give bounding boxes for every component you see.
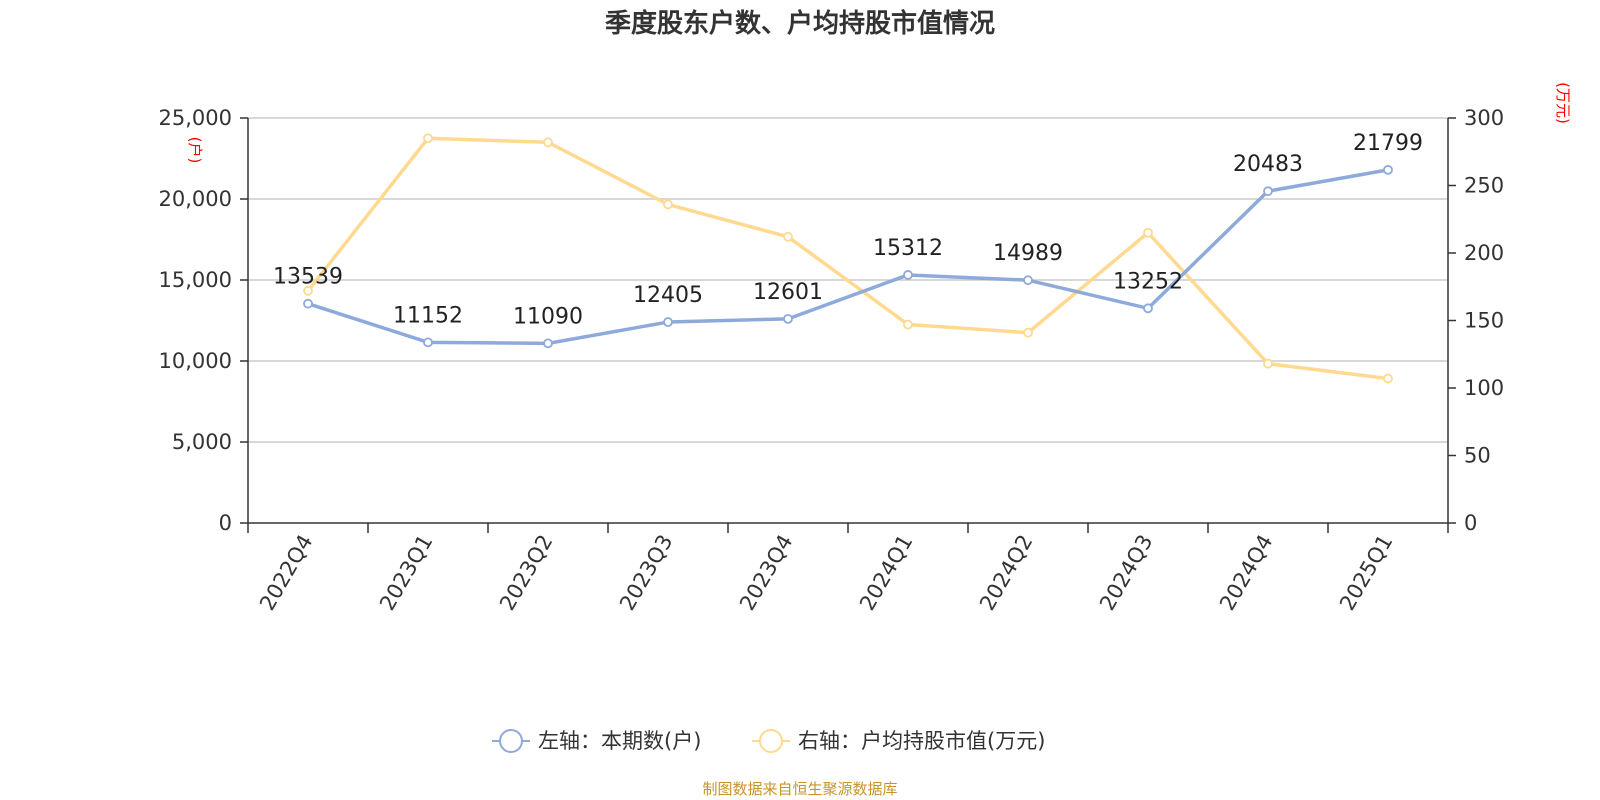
data-label: 21799 [1353, 131, 1423, 156]
right-axis-tick-label: 50 [1464, 444, 1491, 468]
series-line-right [306, 136, 1389, 381]
data-point-right[interactable] [1263, 358, 1273, 369]
data-point-right[interactable] [1143, 227, 1153, 238]
right-axis-tick-label: 100 [1464, 376, 1504, 400]
data-point-right[interactable] [903, 319, 913, 330]
left-axis-unit: (户) [186, 137, 204, 164]
left-axis-tick-label: 5,000 [172, 430, 232, 454]
data-point-left[interactable] [543, 338, 553, 349]
right-axis-tick-label: 0 [1464, 511, 1477, 535]
data-point-left[interactable] [1023, 275, 1033, 286]
x-axis-tick-label: 2024Q3 [1095, 531, 1157, 615]
source-footer: 制图数据来自恒生聚源数据库 [702, 780, 897, 798]
data-label: 12601 [753, 280, 823, 305]
x-axis-tick-label: 2023Q2 [495, 531, 557, 615]
series-right [303, 133, 1393, 384]
data-point-left[interactable] [663, 317, 673, 327]
series-line-left [307, 168, 1389, 346]
x-axis-tick-label: 2023Q4 [735, 531, 797, 615]
legend-left-circle-icon [499, 729, 523, 753]
x-axis-tick-label: 2023Q3 [615, 531, 677, 615]
x-axis-tick-label: 2024Q1 [855, 531, 917, 615]
series-left [303, 164, 1393, 349]
legend[interactable]: 左轴：本期数(户) 右轴：户均持股市值(万元) [492, 729, 1045, 753]
x-axis-tick-label: 2023Q1 [375, 531, 437, 615]
legend-item-right-series[interactable]: 右轴：户均持股市值(万元) [752, 729, 1045, 753]
x-axis-tick-label: 2022Q4 [255, 531, 317, 615]
data-label: 15312 [873, 236, 943, 261]
series-layer: 13539 11152 11090 12405 12601 15312 14989 13252… [273, 131, 1423, 384]
data-point-right[interactable] [663, 199, 673, 210]
data-point-right[interactable] [303, 285, 313, 296]
data-point-left[interactable] [903, 270, 913, 280]
right-axis-tick-label: 300 [1464, 106, 1504, 130]
left-axis-tick-label: 20,000 [159, 187, 232, 211]
x-axis-tick-label: 2024Q2 [975, 531, 1037, 615]
left-axis-tick-label: 25,000 [159, 106, 232, 130]
right-axis-tick-label: 250 [1464, 174, 1504, 198]
right-axis-unit: (万元) [1554, 82, 1572, 124]
data-label: 13539 [273, 265, 343, 290]
data-label: 12405 [633, 283, 703, 308]
right-axis-tick-label: 150 [1464, 309, 1504, 333]
data-point-right[interactable] [543, 137, 553, 148]
data-point-left[interactable] [423, 337, 433, 348]
data-point-left[interactable] [303, 298, 313, 309]
left-axis-tick-label: 0 [219, 511, 232, 535]
legend-right-label: 右轴：户均持股市值(万元) [798, 729, 1045, 753]
right-axis-tick-label: 200 [1464, 241, 1504, 265]
data-label: 11090 [513, 304, 583, 329]
legend-item-left-series[interactable]: 左轴：本期数(户) [492, 729, 701, 753]
data-point-left[interactable] [1143, 303, 1153, 314]
left-axis-tick-label: 15,000 [159, 268, 232, 292]
data-point-right[interactable] [1023, 327, 1033, 338]
data-point-right[interactable] [423, 133, 433, 144]
data-point-left[interactable] [1383, 164, 1393, 175]
legend-left-label: 左轴：本期数(户) [538, 729, 701, 753]
legend-right-circle-icon [759, 729, 783, 753]
data-label: 13252 [1113, 269, 1183, 294]
x-axis-tick-label: 2024Q4 [1215, 531, 1277, 615]
chart-title: 季度股东户数、户均持股市值情况 [605, 8, 995, 39]
data-label: 11152 [393, 303, 463, 328]
data-label: 14989 [993, 241, 1063, 266]
left-axis-tick-label: 10,000 [159, 349, 232, 373]
data-label: 20483 [1233, 152, 1303, 177]
data-point-right[interactable] [1383, 373, 1393, 384]
data-point-right[interactable] [783, 231, 793, 242]
x-axis-tick-label: 2025Q1 [1335, 531, 1397, 615]
data-point-left[interactable] [783, 313, 793, 324]
data-point-left[interactable] [1263, 186, 1273, 197]
